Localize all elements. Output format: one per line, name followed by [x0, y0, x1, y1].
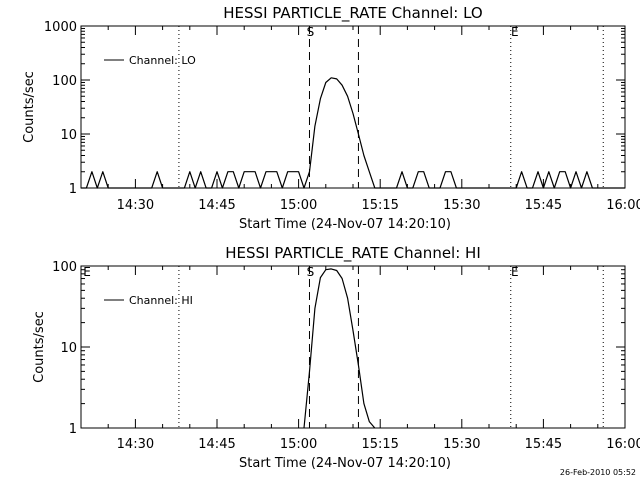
chart-title: HESSI PARTICLE_RATE Channel: LO [223, 4, 482, 23]
y-tick-label: 10 [60, 128, 77, 143]
x-tick-label: 14:30 [117, 437, 154, 452]
y-tick-label: 1000 [44, 20, 77, 35]
footer-timestamp: 26-Feb-2010 05:52 [560, 468, 636, 477]
x-tick-label: 16:00 [606, 437, 640, 452]
y-tick-label: 1 [69, 422, 77, 437]
legend-entry: Channel: HI [129, 294, 193, 307]
y-axis-label: Counts/sec [32, 311, 47, 383]
chart-panel-hi: HESSI PARTICLE_RATE Channel: HI 14:30 14:4… [32, 244, 640, 471]
legend-entry: Channel: LO [129, 54, 196, 67]
start-marker-label: S [307, 25, 315, 39]
series-line [303, 268, 376, 429]
x-tick-label: 15:45 [525, 198, 562, 213]
chart-panel-lo: HESSI PARTICLE_RATE Channel: LO 14:30 14:4… [22, 4, 640, 232]
series-line [81, 77, 625, 189]
y-tick-label: 10 [60, 341, 77, 356]
y-tick-label: 100 [52, 260, 77, 275]
x-tick-label: 15:15 [361, 437, 398, 452]
x-tick-label: 14:45 [198, 437, 235, 452]
x-tick-label: 15:30 [443, 437, 480, 452]
x-tick-label: 14:30 [117, 198, 154, 213]
x-tick-label: 15:30 [443, 198, 480, 213]
x-axis-label: Start Time (24-Nov-07 14:20:10) [239, 456, 451, 471]
start-marker-label: S [307, 265, 315, 279]
y-axis-label: Counts/sec [22, 71, 37, 143]
x-tick-label: 14:45 [198, 198, 235, 213]
end-marker-label: E [511, 25, 519, 39]
chart-title: HESSI PARTICLE_RATE Channel: HI [225, 244, 481, 263]
x-tick-label: 15:00 [280, 198, 317, 213]
plot-frame [80, 25, 626, 189]
end-marker-label: E [511, 265, 519, 279]
x-tick-label: 15:45 [525, 437, 562, 452]
x-axis-label: Start Time (24-Nov-07 14:20:10) [239, 217, 451, 232]
x-tick-label: 15:15 [361, 198, 398, 213]
end-marker-label-left: E [83, 265, 91, 279]
y-tick-label: 1 [69, 182, 77, 197]
x-tick-label: 15:00 [280, 437, 317, 452]
x-tick-label: 16:00 [606, 198, 640, 213]
plot-frame [80, 265, 626, 429]
y-tick-label: 100 [52, 74, 77, 89]
